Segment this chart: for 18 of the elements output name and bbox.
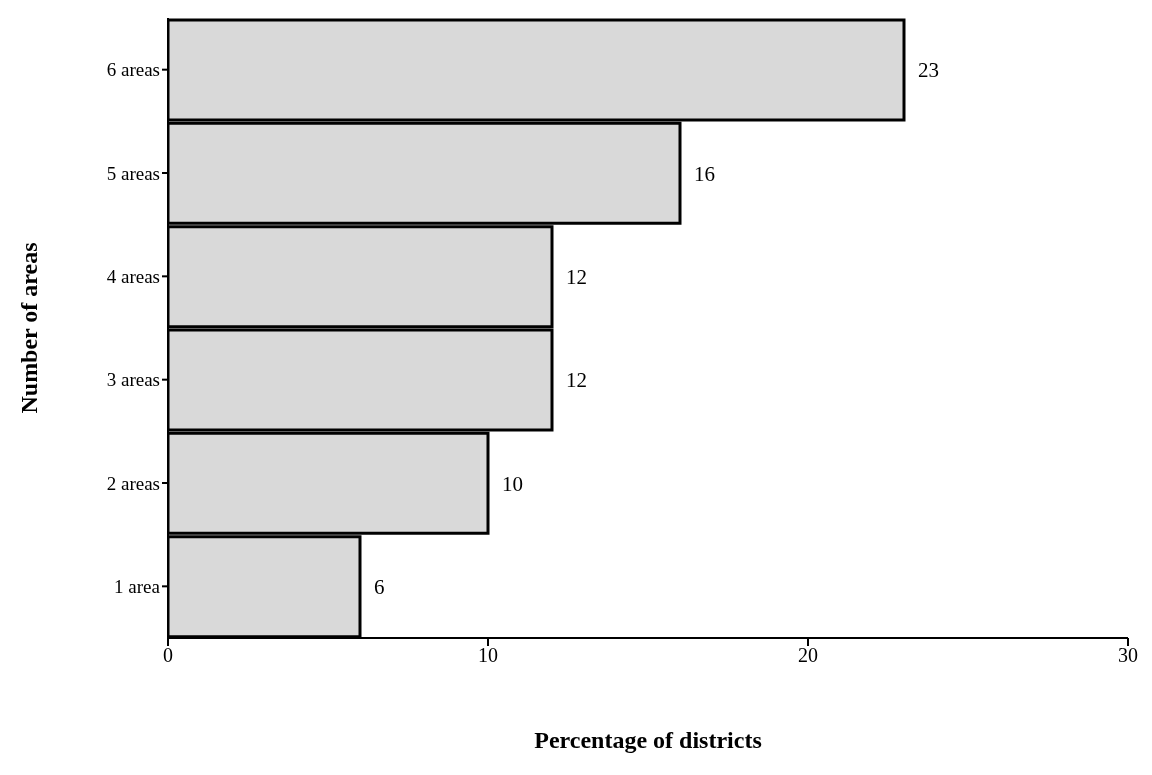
x-tick-label: 0	[163, 644, 173, 667]
x-tick-label: 30	[1118, 644, 1138, 667]
data-label: 16	[694, 161, 715, 186]
y-tick-label: 4 areas	[106, 266, 160, 288]
data-label: 12	[566, 368, 587, 393]
x-tick-label: 10	[478, 644, 498, 667]
y-axis-title: Number of areas	[15, 242, 42, 414]
data-label: 12	[566, 265, 587, 290]
y-tick-label: 5 areas	[106, 162, 160, 184]
y-tick-label: 3 areas	[106, 369, 160, 391]
y-tick-label: 1 area	[114, 576, 161, 598]
x-axis-title: Percentage of districts	[534, 727, 762, 753]
x-tick-label: 20	[798, 644, 818, 667]
y-tick-label: 2 areas	[106, 472, 160, 494]
data-label: 6	[374, 575, 385, 600]
data-label: 23	[918, 58, 939, 83]
y-tick-label: 6 areas	[106, 59, 160, 81]
data-label: 10	[502, 471, 523, 496]
